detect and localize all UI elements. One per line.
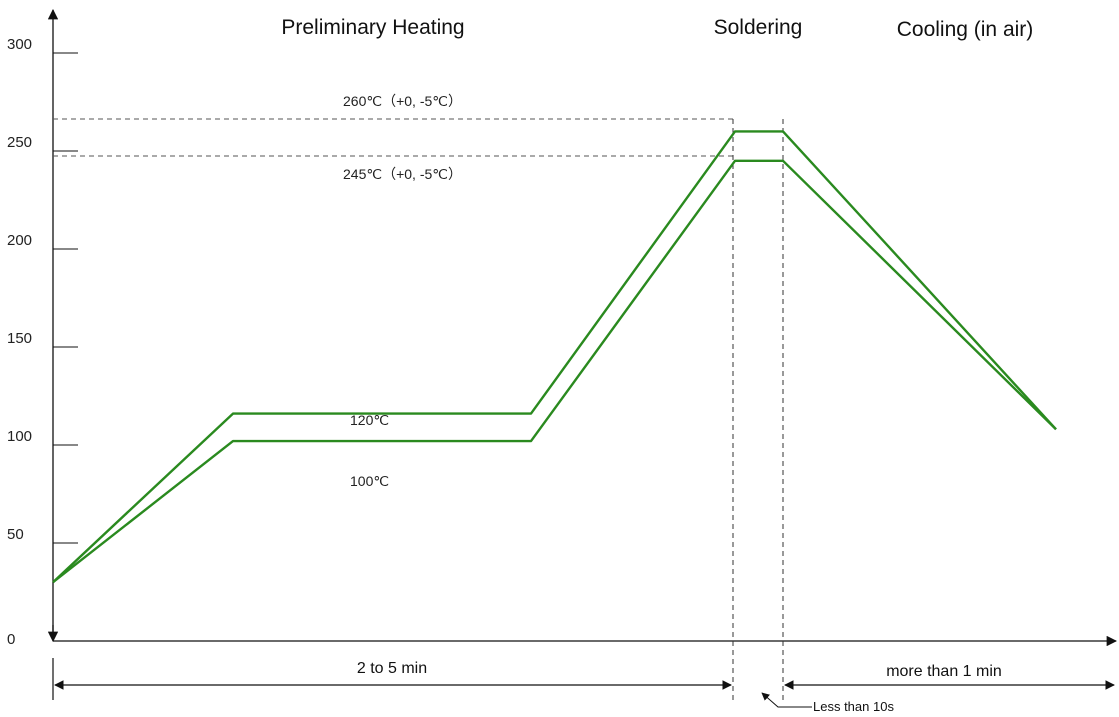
- series-layer: [52, 130, 1057, 584]
- annotation-peak-lower: 245℃（+0, -5℃）: [343, 166, 462, 182]
- y-tick-label: 150: [7, 330, 32, 347]
- upper-profile-line: [52, 130, 1057, 584]
- duration-solder-label: Less than 10s: [813, 699, 894, 714]
- annotation-plateau-upper: 120℃: [350, 412, 389, 428]
- y-tick-label: 200: [7, 232, 32, 249]
- phase-label-preliminary-heating: Preliminary Heating: [281, 16, 464, 39]
- y-tick-label: 250: [7, 134, 32, 151]
- duration-cooling-label: more than 1 min: [886, 663, 1002, 680]
- duration-preheat-label: 2 to 5 min: [357, 660, 427, 677]
- y-tick-label: 100: [7, 428, 32, 445]
- y-tick-label: 50: [7, 526, 24, 543]
- duration-solder-leader: [761, 692, 812, 708]
- annotation-plateau-lower: 100℃: [350, 473, 389, 489]
- y-tick-label: 300: [7, 36, 32, 53]
- annotation-peak-upper: 260℃（+0, -5℃）: [343, 93, 462, 109]
- phase-label-cooling: Cooling (in air): [897, 18, 1034, 41]
- lower-profile-line: [52, 159, 1057, 584]
- phase-label-soldering: Soldering: [714, 16, 803, 39]
- y-tick-label: 0: [7, 631, 15, 648]
- y-ticks: 0 50 100 150 200 250 300: [7, 36, 78, 648]
